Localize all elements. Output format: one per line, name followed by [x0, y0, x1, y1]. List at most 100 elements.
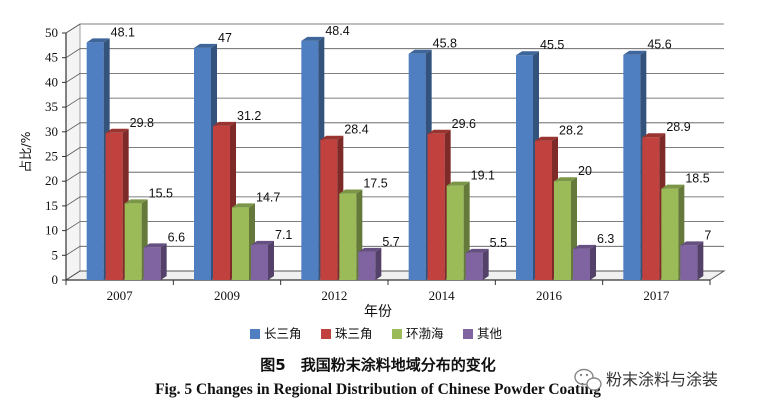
data-label: 48.4 [325, 24, 349, 38]
gridline [65, 245, 724, 256]
legend-item: 其他 [463, 326, 503, 341]
x-tick-label: 2016 [536, 288, 563, 303]
data-label: 45.6 [647, 38, 671, 52]
data-label: 28.9 [666, 120, 690, 134]
y-tick-label: 45 [45, 50, 58, 65]
data-label: 7 [704, 228, 711, 242]
bar-top [232, 203, 255, 208]
gridline [65, 23, 724, 34]
gridline [65, 147, 724, 157]
y-tick-label: 5 [52, 247, 59, 262]
data-label: 28.2 [559, 124, 583, 138]
bar-front [339, 193, 357, 280]
gridline [65, 97, 724, 108]
bar-top [358, 247, 382, 252]
bar-front [446, 185, 464, 280]
data-label: 7.1 [275, 228, 292, 242]
bar-front [661, 188, 679, 280]
bar-side [268, 240, 274, 280]
bar-side [590, 244, 596, 280]
data-label: 15.5 [149, 186, 173, 200]
gridline [65, 73, 724, 83]
data-label: 6.3 [597, 232, 614, 246]
bar-front [516, 55, 533, 281]
data-label: 5.5 [490, 236, 507, 250]
bar-front [573, 248, 590, 280]
bar [465, 248, 489, 280]
y-tick-label: 30 [45, 124, 58, 139]
bar-front [86, 42, 104, 280]
value-labels: 48.1 29.8 15.5 6.6 47 31.2 14.7 7.1 48.4 28.4 17.5… [111, 24, 712, 250]
bar-front [408, 53, 426, 280]
data-label: 29.8 [130, 116, 154, 130]
bar-top [86, 38, 110, 43]
bar-top [124, 199, 148, 204]
bar-front [143, 247, 161, 280]
y-tick-label: 25 [45, 149, 58, 164]
wechat-icon [574, 368, 602, 391]
data-label: 20 [578, 164, 592, 178]
bar-top [573, 244, 596, 249]
bar [680, 241, 704, 280]
bar-top [194, 43, 217, 48]
bar-front [194, 47, 211, 280]
legend-swatch [250, 329, 260, 339]
data-label: 29.6 [452, 117, 476, 131]
y-tick-label: 10 [45, 223, 58, 238]
bar-top [251, 240, 274, 245]
axes: 0 5 10 15 20 25 30 35 40 45 50 2007 2009 2012 2014 2016… [45, 25, 711, 303]
bar-front [535, 140, 552, 280]
bar-front [251, 244, 268, 280]
bar-top [446, 181, 470, 186]
bar [358, 247, 382, 280]
legend-label: 珠三角 [335, 326, 373, 341]
bar [661, 184, 685, 280]
bar-top [301, 36, 325, 41]
x-axis-label: 年份 [364, 304, 392, 320]
bar-top [320, 135, 344, 140]
bar-front [124, 203, 142, 280]
bar [573, 244, 596, 280]
data-label: 6.6 [168, 230, 185, 244]
bar-top [339, 189, 363, 194]
y-tick-label: 35 [45, 99, 58, 114]
bar-top [465, 248, 489, 253]
gridline [65, 171, 724, 182]
legend-item: 珠三角 [321, 326, 373, 341]
bar-top [535, 136, 558, 141]
watermark: 粉末涂料与涂装 [574, 368, 718, 391]
bar-top [143, 243, 167, 248]
gridline [65, 122, 724, 133]
bar-side [375, 247, 382, 280]
bar-top [213, 121, 236, 126]
bar-front [301, 40, 319, 281]
bar-front [358, 251, 376, 280]
gridline [65, 270, 724, 281]
bar [251, 240, 274, 280]
bar-front [105, 132, 123, 280]
legend-label: 长三角 [264, 326, 302, 341]
y-axis-label: 占比/% [18, 131, 33, 172]
x-tick-label: 2017 [643, 288, 670, 303]
gridline [65, 196, 724, 207]
bar-front [213, 125, 230, 280]
bar-front [232, 207, 249, 280]
watermark-text: 粉末涂料与涂装 [606, 370, 718, 389]
x-tick-label: 2014 [429, 288, 456, 303]
bar [516, 51, 539, 281]
data-label: 19.1 [471, 169, 495, 183]
bar-top [554, 177, 577, 182]
x-tick-label: 2007 [107, 288, 134, 303]
legend: 长三角 珠三角 环渤海 其他 [250, 326, 503, 341]
data-label: 47 [218, 31, 232, 45]
legend-swatch [463, 329, 473, 339]
bar-front [465, 252, 483, 280]
bar-top [623, 50, 647, 55]
bar-front [427, 133, 445, 280]
y-tick-label: 20 [45, 173, 58, 188]
legend-swatch [392, 329, 402, 339]
bar-top [642, 133, 666, 138]
gridline [65, 221, 724, 231]
bar-top [105, 128, 129, 133]
bar-top [408, 49, 432, 54]
